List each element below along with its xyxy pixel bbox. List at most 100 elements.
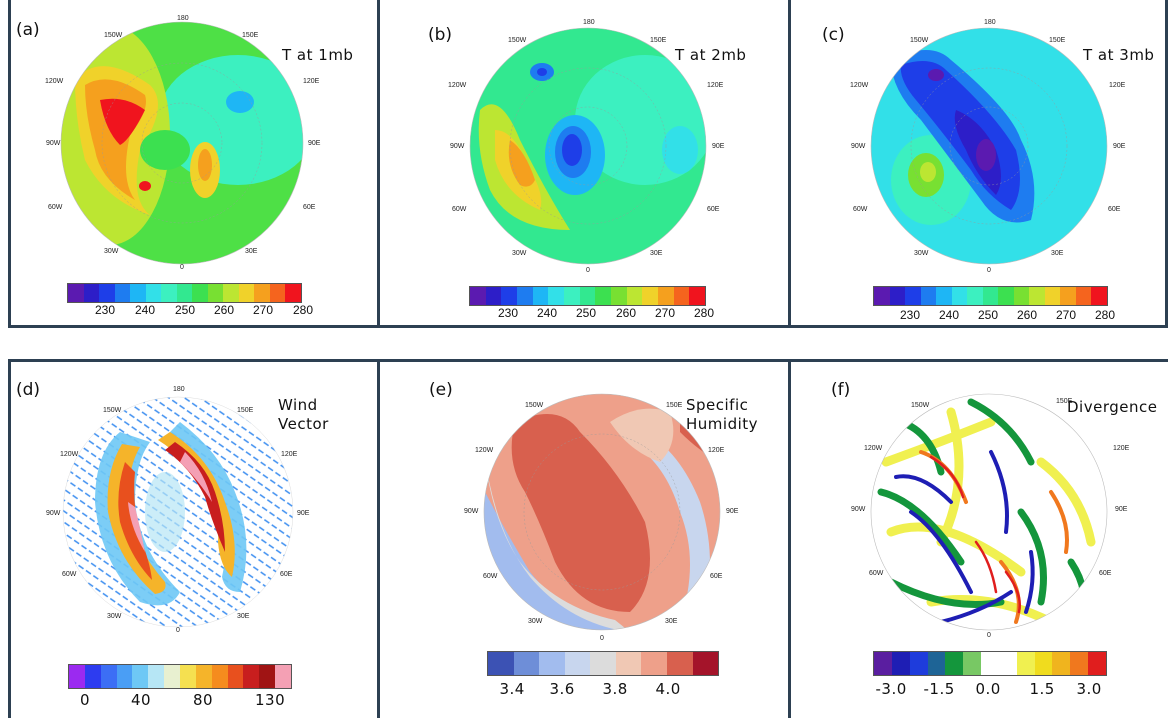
panel-label: (c) <box>822 25 845 45</box>
colorbar-swatch <box>99 284 115 302</box>
panel-title-line2: Humidity <box>686 415 759 433</box>
lon-label-150e: 150E <box>666 402 683 409</box>
lon-label-30e: 30E <box>1051 250 1064 257</box>
lon-label-30w: 30W <box>914 250 929 257</box>
lon-label-60e: 60E <box>707 206 720 213</box>
lon-label-120w: 120W <box>60 451 79 458</box>
colorbar-swatch <box>548 287 565 305</box>
colorbar-swatch <box>1052 652 1071 675</box>
lon-label-60e: 60E <box>303 204 316 211</box>
colorbar-tick-label: 270 <box>655 306 676 320</box>
colorbar-swatch <box>951 287 968 305</box>
colorbar-tick-label: 240 <box>135 303 156 317</box>
divider-e-f <box>788 359 791 718</box>
lon-label-150e: 150E <box>237 407 254 414</box>
lon-label-150w: 150W <box>910 37 929 44</box>
lon-label-60e: 60E <box>1108 206 1121 213</box>
colorbar-tick-label: 80 <box>193 691 214 709</box>
lon-label-0: 0 <box>987 632 991 639</box>
colorbar-swatch <box>963 652 982 675</box>
lon-label-30w: 30W <box>104 248 119 255</box>
divider-a-b <box>377 0 380 328</box>
colorbar-tick-label: 270 <box>253 303 274 317</box>
colorbar-tick-label: 230 <box>498 306 519 320</box>
lon-label-30e: 30E <box>665 618 678 625</box>
colorbar <box>873 651 1107 676</box>
colorbar-tick-label: 250 <box>576 306 597 320</box>
lon-label-30e: 30E <box>245 248 258 255</box>
colorbar-swatch <box>132 665 149 688</box>
colorbar-tick-label: 250 <box>175 303 196 317</box>
colorbar-swatch <box>689 287 706 305</box>
colorbar-swatch <box>927 652 946 675</box>
panel-title-line1: Wind <box>278 396 318 414</box>
colorbar-tick-label: 280 <box>694 306 715 320</box>
colorbar-swatch <box>243 665 260 688</box>
lon-label-120w: 120W <box>448 82 467 89</box>
lon-label-90w: 90W <box>851 506 866 513</box>
colorbar-tick-label: 250 <box>978 308 999 322</box>
colorbar-swatch <box>658 287 674 305</box>
colorbar-swatch <box>211 665 228 688</box>
colorbar-swatch <box>513 652 540 675</box>
colorbar-tick-label: -3.0 <box>875 680 907 698</box>
polar-map <box>870 27 1108 265</box>
lon-label-120e: 120E <box>708 447 725 454</box>
colorbar <box>487 651 719 676</box>
lon-label-60w: 60W <box>452 206 467 213</box>
panel-label: (f) <box>831 380 851 400</box>
colorbar-tick-label: 4.0 <box>655 680 681 698</box>
colorbar-swatch <box>1013 287 1030 305</box>
colorbar-swatch <box>148 665 165 688</box>
colorbar-swatch <box>176 284 193 302</box>
colorbar-tick-label: 1.5 <box>1029 680 1055 698</box>
colorbar-tick-label: 3.8 <box>602 680 628 698</box>
lon-label-60e: 60E <box>280 571 293 578</box>
lon-label-150e: 150E <box>242 32 259 39</box>
colorbar <box>873 286 1108 306</box>
top-row-right-border <box>1165 0 1168 328</box>
colorbar-swatch <box>180 665 196 688</box>
colorbar-swatch <box>195 665 212 688</box>
colorbar-swatch <box>501 287 518 305</box>
lon-label-150e: 150E <box>1056 398 1073 405</box>
lon-label-90e: 90E <box>297 510 310 517</box>
lon-label-0: 0 <box>586 267 590 274</box>
colorbar-tick-label: 3.4 <box>499 680 525 698</box>
colorbar-swatch <box>485 287 502 305</box>
colorbar-swatch <box>626 287 643 305</box>
lon-label-180: 180 <box>173 386 185 393</box>
colorbar-swatch <box>1029 287 1045 305</box>
colorbar-swatch <box>595 287 612 305</box>
lon-label-150e: 150E <box>650 37 667 44</box>
panel-label: (e) <box>429 380 453 400</box>
colorbar-swatch <box>641 652 667 675</box>
bottom-row-left-border <box>8 359 11 718</box>
lon-label-60w: 60W <box>853 206 868 213</box>
colorbar-swatch <box>1034 652 1053 675</box>
colorbar-swatch <box>130 284 146 302</box>
colorbar-swatch <box>673 287 690 305</box>
panel-d: (d) Wind Vector 180 150W 150E 120W 120E … <box>0 362 377 718</box>
colorbar-swatch <box>981 652 999 675</box>
lon-label-60w: 60W <box>869 570 884 577</box>
lon-label-90w: 90W <box>46 140 61 147</box>
colorbar-swatch <box>164 665 181 688</box>
colorbar-swatch <box>223 284 239 302</box>
colorbar-swatch <box>83 284 100 302</box>
lon-label-90w: 90W <box>464 508 479 515</box>
lon-label-60w: 60W <box>48 204 63 211</box>
lon-label-90e: 90E <box>1115 506 1128 513</box>
colorbar-tick-label: 260 <box>616 306 637 320</box>
colorbar-swatch <box>905 287 921 305</box>
lon-label-90w: 90W <box>851 143 866 150</box>
lon-label-30e: 30E <box>237 613 250 620</box>
polar-map <box>870 393 1108 631</box>
colorbar-swatch <box>285 284 301 302</box>
colorbar-swatch <box>615 652 642 675</box>
colorbar-swatch <box>532 287 549 305</box>
colorbar-tick-label: 3.6 <box>549 680 575 698</box>
panel-a: (a) T at 1mb 180 150W 150E 120W 120E 90W… <box>0 0 377 325</box>
lon-label-90e: 90E <box>1113 143 1126 150</box>
colorbar-swatch <box>1070 652 1089 675</box>
